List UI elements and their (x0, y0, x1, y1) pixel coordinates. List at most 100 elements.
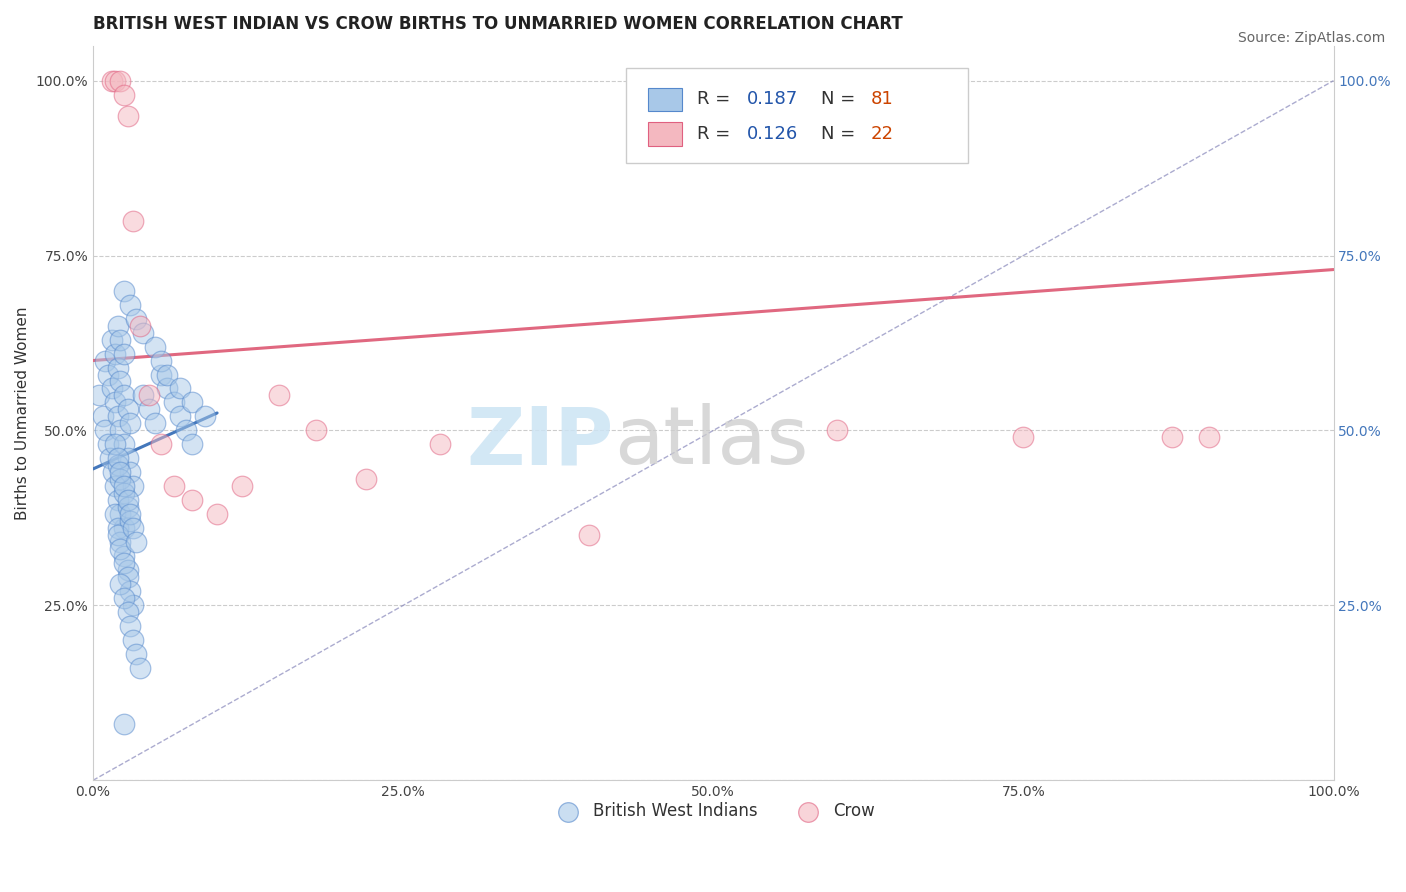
Text: Source: ZipAtlas.com: Source: ZipAtlas.com (1237, 31, 1385, 45)
Point (138, 388, 160, 402)
Point (120, 466, 142, 480)
Point (94, 424, 117, 438)
Point (143, 339, 166, 353)
Point (305, 424, 328, 438)
Point (104, 346, 127, 360)
Point (112, 479, 135, 493)
Point (94, 353, 117, 368)
Point (120, 417, 142, 431)
Point (112, 557, 135, 571)
Point (163, 479, 186, 493)
Point (117, 402, 139, 417)
Point (112, 717, 135, 731)
Point (143, 417, 166, 431)
Point (112, 521, 135, 535)
Point (117, 451, 139, 466)
Point (121, 633, 143, 648)
Point (125, 311, 148, 326)
Point (156, 368, 179, 382)
Point (97, 437, 120, 451)
Point (194, 409, 217, 424)
Point (169, 409, 191, 424)
Point (101, 466, 124, 480)
Point (100, 451, 122, 466)
Text: R =: R = (697, 125, 737, 143)
Point (112, 284, 135, 298)
Point (121, 479, 143, 493)
Point (110, 375, 132, 389)
Point (156, 382, 179, 396)
Point (107, 318, 129, 333)
Point (120, 619, 142, 633)
FancyBboxPatch shape (648, 122, 682, 145)
Point (150, 437, 173, 451)
Point (827, 424, 849, 438)
Point (129, 318, 152, 333)
Text: ZIP: ZIP (467, 403, 614, 482)
Point (110, 577, 132, 591)
Point (138, 402, 160, 417)
Text: atlas: atlas (614, 403, 808, 482)
Point (112, 549, 135, 564)
Text: 0.126: 0.126 (747, 125, 799, 143)
Point (181, 437, 204, 451)
Point (169, 382, 191, 396)
Point (231, 479, 253, 493)
Text: N =: N = (821, 90, 862, 108)
Text: 22: 22 (870, 125, 894, 143)
Legend: British West Indians, Crow: British West Indians, Crow (546, 796, 882, 827)
Point (163, 395, 186, 409)
Point (150, 368, 173, 382)
Point (107, 360, 129, 375)
Point (150, 353, 173, 368)
Point (120, 508, 142, 522)
Point (107, 451, 129, 466)
Y-axis label: Births to Unmarried Women: Births to Unmarried Women (15, 306, 30, 520)
Point (354, 473, 377, 487)
Point (107, 458, 129, 473)
FancyBboxPatch shape (627, 68, 967, 163)
Text: 0.187: 0.187 (747, 90, 799, 108)
Point (110, 73, 132, 87)
Point (110, 508, 132, 522)
Point (181, 493, 204, 508)
Point (104, 395, 127, 409)
Point (129, 661, 152, 675)
Point (110, 542, 132, 557)
Point (107, 528, 129, 542)
Point (112, 87, 135, 102)
Point (97, 368, 120, 382)
Point (110, 535, 132, 549)
Point (429, 437, 451, 451)
Point (131, 388, 153, 402)
Point (112, 591, 135, 606)
Point (120, 297, 142, 311)
Point (205, 508, 228, 522)
Point (110, 466, 132, 480)
Point (1012, 430, 1035, 444)
Point (112, 388, 135, 402)
Point (125, 535, 148, 549)
Point (100, 333, 122, 347)
FancyBboxPatch shape (648, 87, 682, 111)
Point (110, 473, 132, 487)
Point (125, 648, 148, 662)
Point (117, 606, 139, 620)
Point (117, 563, 139, 577)
Point (112, 346, 135, 360)
Text: BRITISH WEST INDIAN VS CROW BIRTHS TO UNMARRIED WOMEN CORRELATION CHART: BRITISH WEST INDIAN VS CROW BIRTHS TO UN… (93, 15, 903, 33)
Point (100, 382, 122, 396)
Text: 81: 81 (870, 90, 894, 108)
Point (104, 73, 127, 87)
Point (578, 528, 600, 542)
Point (104, 479, 127, 493)
Point (120, 515, 142, 529)
Point (107, 409, 129, 424)
Point (121, 213, 143, 227)
Point (1198, 430, 1220, 444)
Point (269, 388, 291, 402)
Point (121, 599, 143, 613)
Point (120, 584, 142, 599)
Point (104, 437, 127, 451)
Point (89, 388, 111, 402)
